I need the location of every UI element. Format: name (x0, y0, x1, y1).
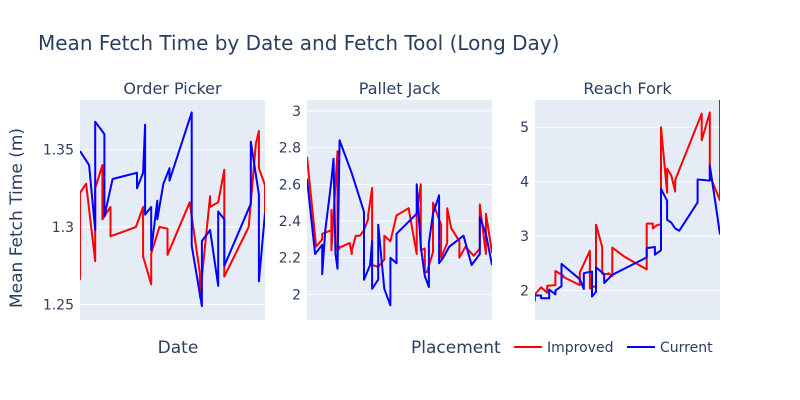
legend[interactable]: Placement Improved Current (411, 338, 713, 358)
y-tick-label-order-picker: 1.3 (52, 220, 74, 236)
series-line-pallet-jack-current (307, 139, 492, 307)
y-tick-label-reach-fork: 3 (520, 229, 529, 245)
panels: 1.25 1.3 1.35 Order Picker 2 2.2 2.4 2.6 2.8 3 Pal… (43, 79, 720, 320)
y-tick-label-reach-fork: 4 (520, 175, 529, 191)
y-tick-label-pallet-jack: 2.4 (279, 214, 301, 230)
panel-title-reach-fork: Reach Fork (583, 79, 672, 98)
y-tick-label-pallet-jack: 2.6 (279, 177, 301, 193)
chart-title: Mean Fetch Time by Date and Fetch Tool (… (38, 31, 559, 55)
panel-reach-fork: 2 3 4 5 Reach Fork (520, 79, 720, 320)
y-tick-label-reach-fork: 2 (520, 284, 529, 300)
y-tick-label-pallet-jack: 2 (292, 287, 301, 303)
series-line-order-picker-improved (80, 130, 265, 298)
y-tick-label-order-picker: 1.25 (43, 298, 74, 314)
series-line-order-picker-current (80, 111, 265, 308)
y-axis-title: Mean Fetch Time (m) (7, 128, 27, 308)
panel-title-order-picker: Order Picker (123, 79, 222, 98)
panel-order-picker: 1.25 1.3 1.35 Order Picker (43, 79, 265, 320)
y-tick-label-pallet-jack: 3 (292, 104, 301, 120)
series-line-reach-fork-improved (535, 100, 720, 302)
y-tick-label-pallet-jack: 2.8 (279, 141, 301, 157)
legend-label-current[interactable]: Current (660, 340, 713, 356)
x-axis-title: Date (158, 338, 199, 358)
y-tick-label-pallet-jack: 2.2 (279, 251, 301, 267)
legend-title: Placement (411, 338, 501, 358)
panel-title-pallet-jack: Pallet Jack (359, 79, 441, 98)
legend-label-improved[interactable]: Improved (547, 340, 613, 356)
series-line-reach-fork-current (535, 164, 720, 300)
panel-pallet-jack: 2 2.2 2.4 2.6 2.8 3 Pallet Jack (279, 79, 492, 320)
plot-area-reach-fork (535, 100, 720, 320)
y-tick-label-order-picker: 1.35 (43, 143, 74, 159)
y-tick-label-reach-fork: 5 (520, 120, 529, 136)
